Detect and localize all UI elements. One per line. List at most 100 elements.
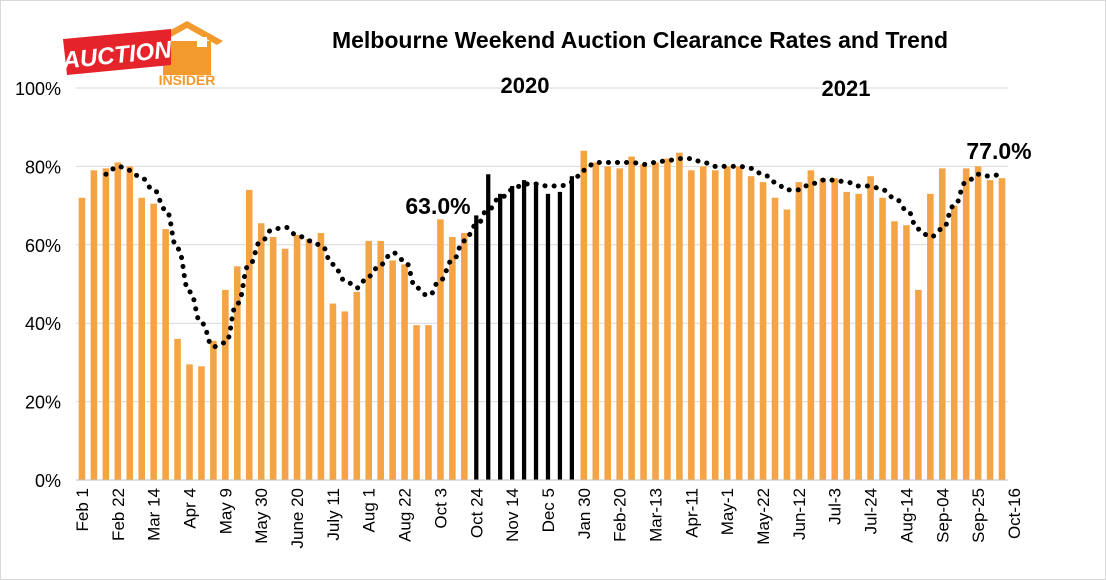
bar: [831, 178, 839, 480]
x-tick-label: Oct-16: [1005, 488, 1024, 539]
x-tick-label: Mar 14: [145, 488, 164, 541]
bar: [509, 186, 515, 480]
bar: [903, 225, 910, 480]
bar: [974, 166, 982, 480]
bar: [437, 219, 444, 480]
bar: [735, 166, 743, 480]
bar: [126, 166, 134, 480]
bar: [915, 289, 922, 480]
bar: [759, 182, 767, 480]
x-tick-label: Jun-12: [790, 488, 809, 540]
bar: [401, 264, 408, 480]
bar: [317, 233, 325, 480]
y-tick-label: 40%: [25, 314, 61, 334]
bar: [569, 176, 575, 480]
bar: [389, 260, 396, 480]
bar: [365, 240, 373, 480]
bar: [498, 193, 503, 480]
bar: [102, 168, 110, 481]
bar: [222, 289, 229, 480]
year-label-2021: 2021: [822, 76, 871, 101]
bar: [891, 221, 898, 480]
bar: [843, 191, 850, 480]
bar: [474, 215, 479, 480]
bar: [986, 180, 994, 480]
bar: [950, 205, 958, 480]
bar: [329, 303, 337, 480]
bar: [461, 233, 468, 480]
annotation-77: 77.0%: [966, 138, 1031, 164]
trend-line: [103, 156, 1005, 350]
x-tick-label: Feb-20: [611, 488, 630, 542]
x-tick-label: Jul-3: [826, 488, 845, 525]
logo-text-sub: INSIDER: [159, 72, 216, 88]
bar: [628, 156, 635, 480]
bar: [580, 150, 588, 480]
x-tick-label: Jul-24: [862, 488, 881, 534]
bar: [305, 238, 313, 480]
x-tick-label: Mar-13: [647, 488, 666, 542]
bar: [245, 189, 253, 481]
bar: [78, 197, 86, 480]
bar: [545, 193, 551, 480]
bar: [449, 236, 456, 480]
x-tick-label: Oct 3: [431, 488, 450, 529]
bar: [377, 240, 384, 480]
bar: [138, 197, 146, 480]
bar: [747, 176, 755, 480]
x-tick-label: Apr-11: [682, 488, 701, 538]
y-tick-label: 20%: [25, 393, 61, 413]
x-tick-label: Feb 22: [109, 488, 128, 541]
bar: [234, 266, 241, 480]
bar: [257, 223, 265, 481]
logo-house-window: [197, 37, 207, 47]
bar: [198, 366, 205, 480]
y-tick-label: 0%: [35, 471, 61, 491]
bar: [90, 170, 98, 480]
x-tick-label: Apr 4: [181, 488, 200, 529]
x-tick-label: Oct 24: [467, 488, 486, 538]
x-tick-label: Feb 1: [73, 488, 92, 531]
year-label-2020: 2020: [501, 73, 550, 98]
bar: [521, 180, 527, 480]
x-tick-label: Nov 14: [503, 488, 522, 542]
bar: [771, 197, 779, 480]
bar: [425, 325, 432, 480]
bar: [652, 162, 659, 481]
bar: [210, 340, 217, 480]
x-tick-label: May 30: [252, 488, 271, 544]
bar: [486, 174, 491, 481]
bar: [783, 209, 791, 480]
x-tick-label: Jan 30: [575, 488, 594, 539]
y-tick-label: 100%: [15, 79, 61, 99]
bar: [711, 170, 719, 480]
bar: [353, 291, 361, 480]
x-tick-label: May 9: [216, 488, 235, 534]
x-tick-label: Sep-25: [969, 488, 988, 543]
x-tick-label: July 11: [324, 488, 343, 541]
bar: [664, 158, 671, 480]
bar: [293, 235, 301, 480]
bar: [879, 197, 886, 480]
x-tick-label: Aug 22: [396, 488, 415, 542]
x-tick-label: Dec 5: [539, 488, 558, 532]
x-tick-label: Aug 1: [360, 488, 379, 532]
bar: [186, 364, 193, 480]
bar: [867, 176, 874, 480]
chart-title: Melbourne Weekend Auction Clearance Rate…: [332, 27, 948, 53]
y-tick-label: 60%: [25, 236, 61, 256]
bar: [341, 311, 349, 480]
bar: [281, 248, 289, 480]
bar: [413, 325, 420, 480]
bar: [616, 168, 623, 481]
bar: [604, 166, 612, 480]
bar: [938, 168, 946, 481]
x-tick-label: May-22: [754, 488, 773, 545]
bar: [533, 182, 539, 480]
bar: [592, 162, 600, 481]
bar: [174, 338, 181, 480]
x-tick-label: Aug-14: [897, 488, 916, 543]
bar: [998, 178, 1006, 480]
